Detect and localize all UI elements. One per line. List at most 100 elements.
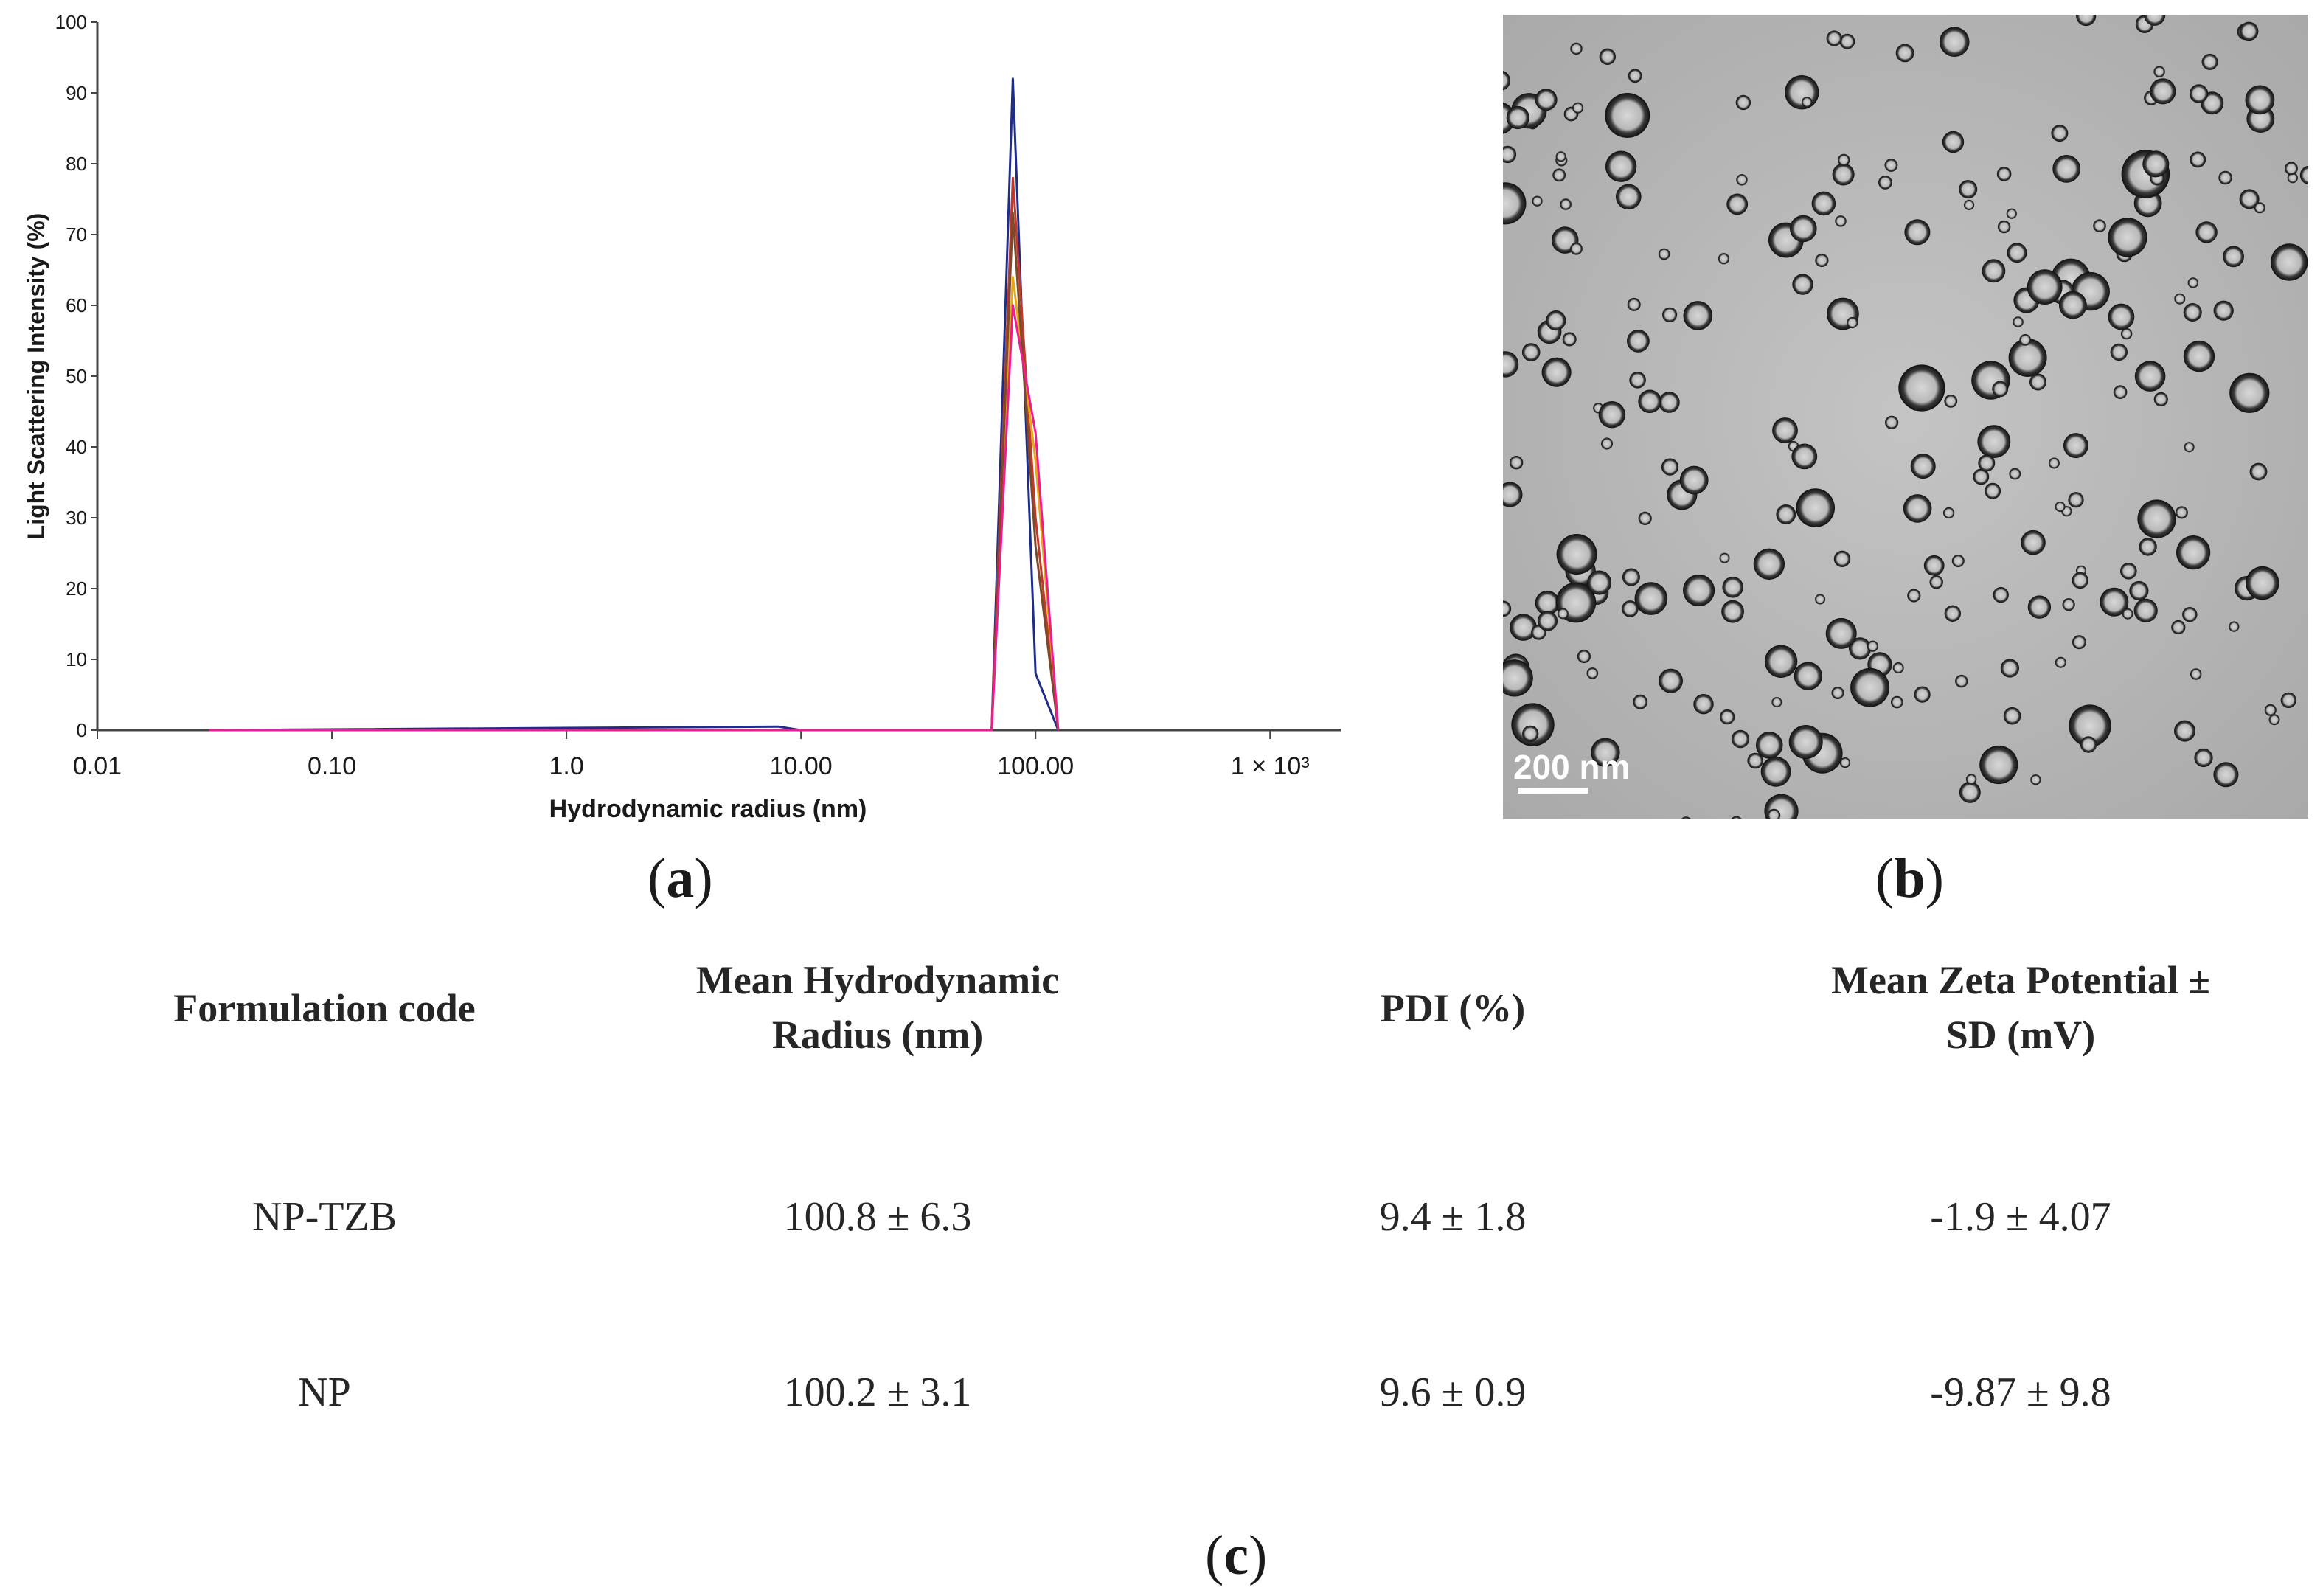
nanoparticle [2171,620,2186,635]
nanoparticle [1833,550,1851,567]
nanoparticle [1572,102,1584,114]
nanoparticle [1898,364,1945,412]
nanoparticle [2142,150,2170,178]
nanoparticle [1785,75,1819,110]
nanoparticle [2013,316,2024,327]
nanoparticle [1521,343,1541,361]
nanoparticle [1591,738,1620,767]
nanoparticle [1616,184,1642,210]
nanoparticle [2137,499,2176,538]
nanoparticle [2093,219,2106,233]
y-axis-label: Light Scattering Intensity (%) [23,213,49,540]
nanoparticle [2108,303,2135,330]
nanoparticle [1503,600,1512,617]
nanoparticle [1503,71,1510,91]
nanoparticle [1944,605,1961,622]
y-tick-label: 80 [66,153,87,175]
nanoparticle [1959,180,1978,199]
nanoparticle [1560,198,1572,210]
nanoparticle [1910,454,1936,479]
nanoparticle [1849,637,1872,660]
nanoparticle [1633,694,1648,709]
nanoparticle [1788,725,1823,759]
nanoparticle [1570,242,1583,255]
nanoparticle [2009,468,2021,480]
nanoparticle [1815,253,1829,268]
nanoparticle [2007,243,2027,263]
nanoparticle [1556,534,1597,575]
nanoparticle [2068,492,2084,508]
series-line-1 [209,77,1060,732]
nanoparticle [2268,714,2280,726]
nanoparticle [2027,269,2063,305]
nanoparticle [2246,566,2279,600]
nanoparticle [1506,105,1529,130]
nanoparticle [1815,594,1826,605]
nanoparticle [1683,574,1715,607]
nanoparticle [1511,703,1555,746]
nanoparticle [2000,659,2019,678]
nanoparticle [1510,614,1537,641]
nanoparticle [2019,334,2032,346]
nanoparticle [1634,582,1668,615]
nanoparticle [1891,695,1903,709]
nanoparticle [1681,816,1691,819]
nanoparticle [2122,608,2133,620]
header-pdi: PDI (%) [1380,986,1526,1030]
nanoparticle [2153,392,2168,406]
nanoparticle [1943,507,1955,519]
nanoparticle [1904,219,1931,246]
nanoparticle [2249,462,2268,481]
nanoparticle [1541,357,1572,387]
nanoparticle [1503,659,1533,697]
nanoparticle [2213,762,2239,788]
nanoparticle [1722,576,1743,598]
nanoparticle [1878,176,1892,190]
nanoparticle [2120,327,2133,340]
nanoparticle [1747,752,1763,769]
nanoparticle [1736,174,1748,186]
nanoparticle [1720,709,1735,725]
cell-np-tzb-radius: 100.8 ± 6.3 [783,1194,972,1240]
nanoparticle [2299,165,2308,185]
nanoparticle [1985,482,2001,499]
nanoparticle [1982,259,2006,283]
nanoparticle [1755,732,1783,759]
nanoparticle [1586,667,1599,679]
nanoparticle [2195,221,2218,243]
nanoparticle [1638,389,1661,414]
nanoparticle [2176,535,2211,570]
nanoparticle [1605,93,1650,138]
nanoparticle [1760,756,1791,787]
nanoparticle [1718,253,1729,265]
nanoparticle [2229,621,2240,632]
nanoparticle [2280,692,2296,709]
nanoparticle [1997,220,2011,234]
nanoparticle [1790,215,1817,243]
nanoparticle [2072,635,2086,650]
nanoparticle [1772,417,1798,443]
nanoparticle [2218,170,2232,185]
x-tick-label: 0.10 [308,752,356,780]
nanoparticle [1627,297,1641,311]
nanoparticle [1792,274,1813,295]
nanoparticle [2264,704,2277,716]
nanoparticle [1638,511,1652,526]
series-line-3 [209,276,1060,732]
nanoparticle [2254,202,2265,214]
nanoparticle [1907,589,1921,603]
nanoparticle [1939,27,1970,57]
nanoparticle [2055,502,2066,512]
nanoparticle [1546,310,1566,331]
nanoparticle [1831,687,1844,699]
nanoparticle [1839,757,1851,768]
nanoparticle [2223,246,2244,268]
nanoparticle [1662,307,1678,322]
nanoparticle [1973,468,1990,485]
cell-np-pdi: 9.6 ± 0.9 [1379,1370,1527,1415]
tem-micrograph: 200 nm [1503,15,2308,819]
x-tick-label: 1 × 10³ [1231,752,1310,780]
nanoparticle [1791,443,1818,470]
nanoparticle [1659,392,1680,413]
nanoparticle [1622,600,1639,617]
